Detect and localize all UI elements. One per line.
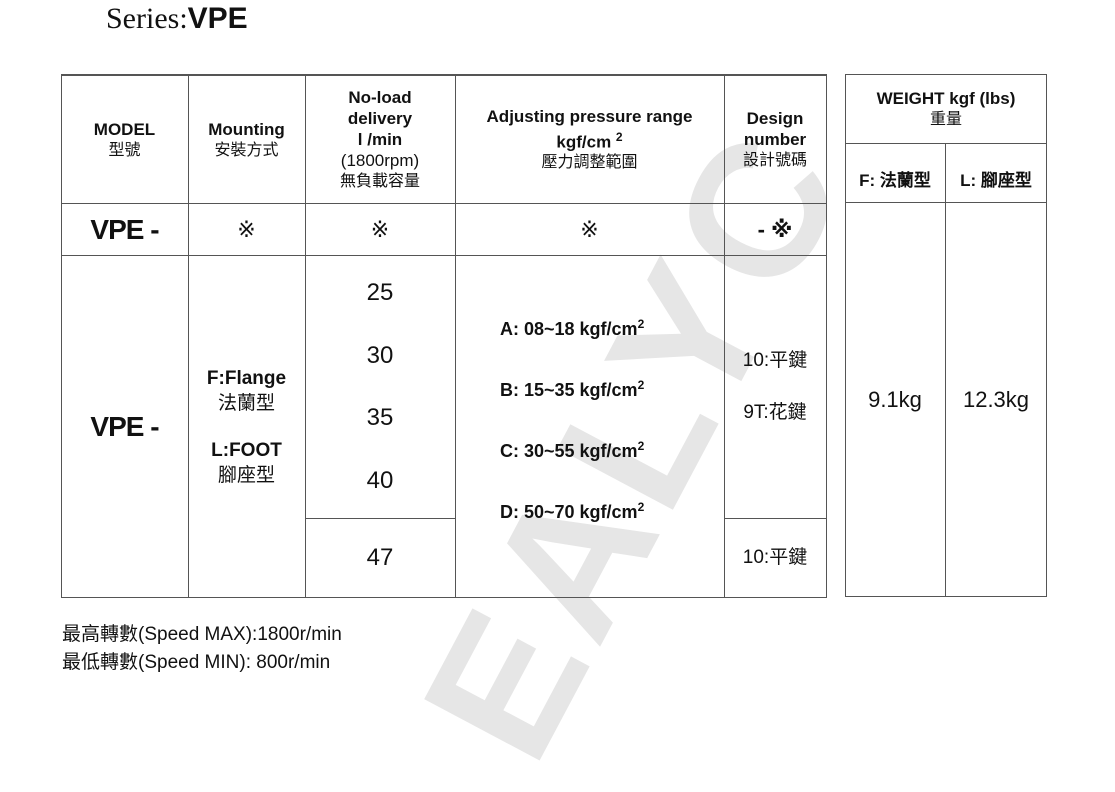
weight-header-en: WEIGHT kgf (lbs)	[876, 89, 1016, 108]
pressure-label: C: 30~55 kgf/cm	[500, 441, 638, 461]
design-value: 10:平鍵	[742, 350, 808, 371]
speed-max: 最高轉數(Speed MAX):1800r/min	[62, 624, 342, 645]
pressure-label: D: 50~70 kgf/cm	[500, 502, 638, 522]
body-mounting: F:Flange 法蘭型 L:FOOT 腳座型	[188, 256, 305, 597]
pressure-a: A: 08~18 kgf/cm2	[500, 296, 644, 357]
mounting-foot: L:FOOT	[211, 439, 282, 461]
delivery-value: 35	[366, 404, 394, 432]
unit-sup: 2	[615, 129, 623, 144]
header-design: Design number 設計號碼	[724, 76, 826, 203]
header-delivery-line: (1800rpm)	[340, 151, 420, 170]
weight-header: WEIGHT kgf (lbs) 重量	[845, 75, 1047, 143]
code-model: VPE -	[90, 213, 159, 245]
pressure-label: A: 08~18 kgf/cm	[500, 319, 638, 339]
header-pressure-cn: 壓力調整範圍	[541, 154, 638, 172]
title-series: VPE	[187, 2, 248, 35]
header-delivery-line: l /min	[357, 130, 403, 149]
pressure-b: B: 15~35 kgf/cm2	[500, 357, 644, 418]
header-mounting-en: Mounting	[208, 119, 285, 139]
design-value: 9T:花鍵	[743, 402, 807, 423]
body-delivery: 25 30 35 40	[305, 262, 455, 512]
header-delivery: No-load delivery l /min (1800rpm) 無負載容量	[305, 76, 455, 203]
header-mounting: Mounting 安裝方式	[188, 76, 305, 203]
header-design-line: number	[743, 130, 807, 149]
mounting-flange-cn: 法蘭型	[217, 392, 275, 414]
delivery-value: 25	[366, 279, 394, 307]
header-delivery-line: delivery	[347, 109, 413, 128]
body-design: 10:平鍵 9T:花鍵	[724, 256, 826, 518]
header-pressure-en: Adjusting pressure range	[486, 106, 693, 126]
pressure-sup: 2	[637, 378, 645, 392]
code-mounting: ※	[237, 216, 256, 242]
code-delivery: ※	[370, 216, 390, 242]
header-pressure-unit: kgf/cm 2	[556, 127, 622, 153]
code-design: - ※	[757, 216, 793, 242]
header-delivery-line: No-load	[348, 88, 412, 107]
weight-header-cn: 重量	[929, 111, 962, 128]
pressure-c: C: 30~55 kgf/cm2	[500, 418, 644, 479]
weight-flange-value: 9.1kg	[868, 386, 922, 412]
weight-sub-foot: L: 腳座型	[960, 170, 1032, 190]
header-delivery-line: 無負載容量	[339, 173, 420, 190]
pressure-sup: 2	[637, 317, 645, 331]
speed-min: 最低轉數(Speed MIN): 800r/min	[62, 652, 331, 673]
pressure-label: B: 15~35 kgf/cm	[500, 380, 638, 400]
header-design-line: Design	[746, 109, 804, 128]
code-pressure: ※	[580, 216, 599, 242]
delivery-value: 40	[366, 466, 394, 494]
body-pressure: A: 08~18 kgf/cm2 B: 15~35 kgf/cm2 C: 30~…	[455, 256, 724, 597]
header-design-line: 設計號碼	[742, 152, 807, 169]
weight-foot-value: 12.3kg	[962, 386, 1030, 412]
weight-sub-flange: F: 法蘭型	[859, 170, 931, 190]
design-extra: 10:平鍵	[742, 547, 808, 568]
pressure-sup: 2	[637, 500, 645, 514]
body-model: VPE -	[90, 410, 159, 442]
title-prefix: Series:	[106, 2, 188, 35]
pressure-d: D: 50~70 kgf/cm2	[500, 479, 644, 540]
unit-text: kgf/cm	[556, 132, 612, 152]
page-title: Series:VPE	[106, 2, 248, 36]
delivery-extra: 47	[366, 544, 394, 571]
header-model-cn: 型號	[108, 141, 141, 159]
header-pressure: Adjusting pressure range kgf/cm 2 壓力調整範圍	[455, 76, 724, 203]
header-model: MODEL 型號	[61, 76, 188, 203]
pressure-sup: 2	[637, 439, 645, 453]
mounting-foot-cn: 腳座型	[217, 464, 275, 486]
delivery-value: 30	[366, 341, 394, 369]
header-model-en: MODEL	[93, 119, 156, 139]
mounting-flange: F:Flange	[206, 367, 287, 389]
header-mounting-cn: 安裝方式	[214, 141, 279, 159]
